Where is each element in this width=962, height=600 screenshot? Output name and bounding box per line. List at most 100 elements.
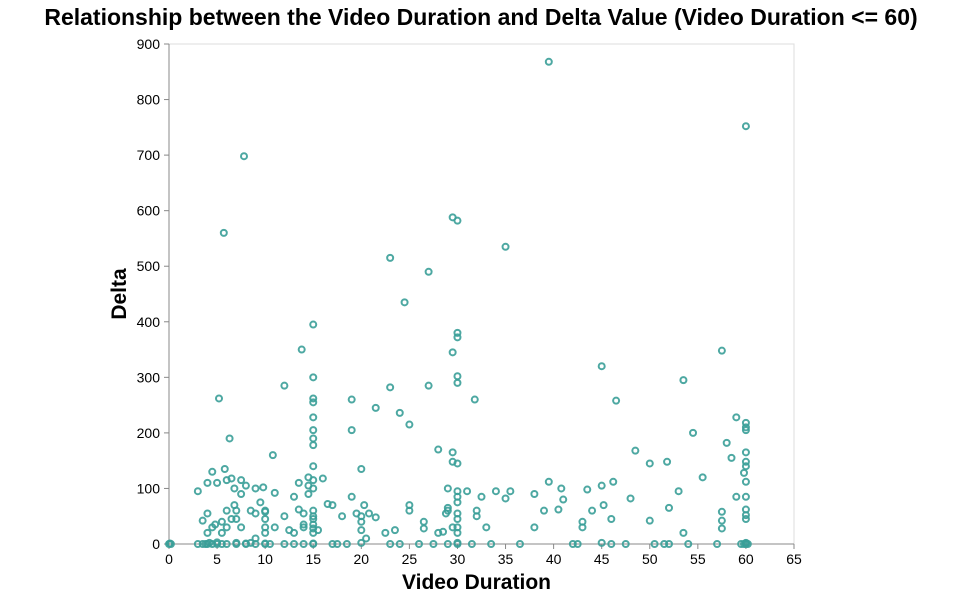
x-tick-label: 5 [213, 551, 221, 567]
data-point [217, 517, 226, 526]
data-point [360, 501, 369, 510]
data-point [491, 487, 500, 496]
data-point [390, 526, 399, 535]
data-point [342, 540, 351, 548]
data-point [219, 228, 228, 237]
data-point [215, 394, 223, 403]
data-point [203, 509, 212, 518]
data-point [419, 517, 428, 526]
data-point [674, 487, 683, 496]
data-point [443, 484, 452, 493]
y-tick-label: 800 [137, 92, 161, 108]
data-point [501, 242, 510, 251]
data-point [472, 512, 481, 521]
y-tick-label: 200 [137, 425, 161, 441]
data-point [663, 457, 672, 466]
x-tick-label: 25 [402, 551, 418, 567]
data-point [280, 512, 289, 521]
data-point [400, 298, 409, 307]
data-point [612, 396, 621, 405]
data-point [741, 122, 750, 131]
data-point [544, 57, 553, 66]
data-point [732, 413, 741, 422]
data-point [568, 540, 577, 548]
data-point [261, 515, 270, 523]
data-point [717, 516, 726, 525]
data-point [453, 378, 462, 387]
data-point [203, 478, 212, 487]
data-point [540, 506, 548, 515]
data-point [328, 540, 337, 548]
data-point [557, 484, 566, 493]
data-point [225, 434, 234, 443]
data-point [501, 494, 510, 503]
data-point [237, 476, 246, 485]
data-point [439, 527, 448, 536]
data-point [237, 523, 246, 532]
y-tick-label: 100 [137, 480, 161, 496]
data-point [506, 487, 515, 496]
data-point [405, 506, 414, 515]
y-axis-title: Delta [108, 268, 131, 320]
data-point [698, 473, 707, 482]
data-point [357, 526, 366, 535]
data-point [251, 509, 260, 518]
data-point [333, 540, 342, 548]
x-tick-label: 40 [546, 551, 562, 567]
data-point [290, 540, 298, 548]
data-point [309, 394, 318, 403]
data-point [741, 457, 750, 466]
data-point [280, 540, 289, 548]
data-point [222, 540, 231, 548]
y-tick-label: 600 [137, 203, 161, 219]
data-point [309, 434, 318, 443]
data-point [347, 426, 356, 435]
data-point [198, 516, 207, 525]
data-point [309, 413, 318, 422]
data-point [631, 446, 640, 455]
data-point [732, 492, 741, 501]
data-point [530, 523, 539, 532]
data-point [607, 515, 616, 523]
points-layer [165, 57, 752, 548]
data-point [515, 540, 524, 548]
data-point [597, 362, 606, 371]
data-point [297, 345, 306, 354]
data-point [645, 459, 654, 468]
data-point [290, 492, 298, 501]
y-tick-label: 400 [137, 314, 161, 330]
data-point [544, 477, 553, 486]
x-tick-label: 65 [786, 551, 802, 567]
data-point [227, 474, 236, 483]
data-point [294, 505, 303, 514]
data-point [717, 524, 726, 533]
data-point [599, 501, 608, 510]
x-tick-label: 20 [354, 551, 370, 567]
data-point [261, 539, 270, 548]
data-point [309, 426, 318, 435]
data-point [227, 515, 236, 523]
data-point [309, 512, 318, 521]
data-point [232, 538, 241, 547]
data-point [299, 509, 308, 518]
data-point [482, 523, 491, 532]
data-point [304, 490, 313, 498]
data-point [626, 494, 635, 503]
data-point [357, 517, 366, 526]
data-point [588, 506, 597, 515]
data-point [251, 534, 260, 543]
data-point [424, 267, 433, 276]
data-point [448, 523, 457, 532]
data-point [371, 513, 380, 522]
data-point [328, 501, 337, 510]
data-point [743, 540, 752, 548]
data-point [232, 515, 241, 523]
data-point [741, 515, 750, 523]
data-point [265, 540, 274, 548]
data-point [237, 490, 246, 498]
data-point [318, 474, 327, 483]
data-point [166, 540, 175, 548]
data-point [740, 468, 748, 477]
